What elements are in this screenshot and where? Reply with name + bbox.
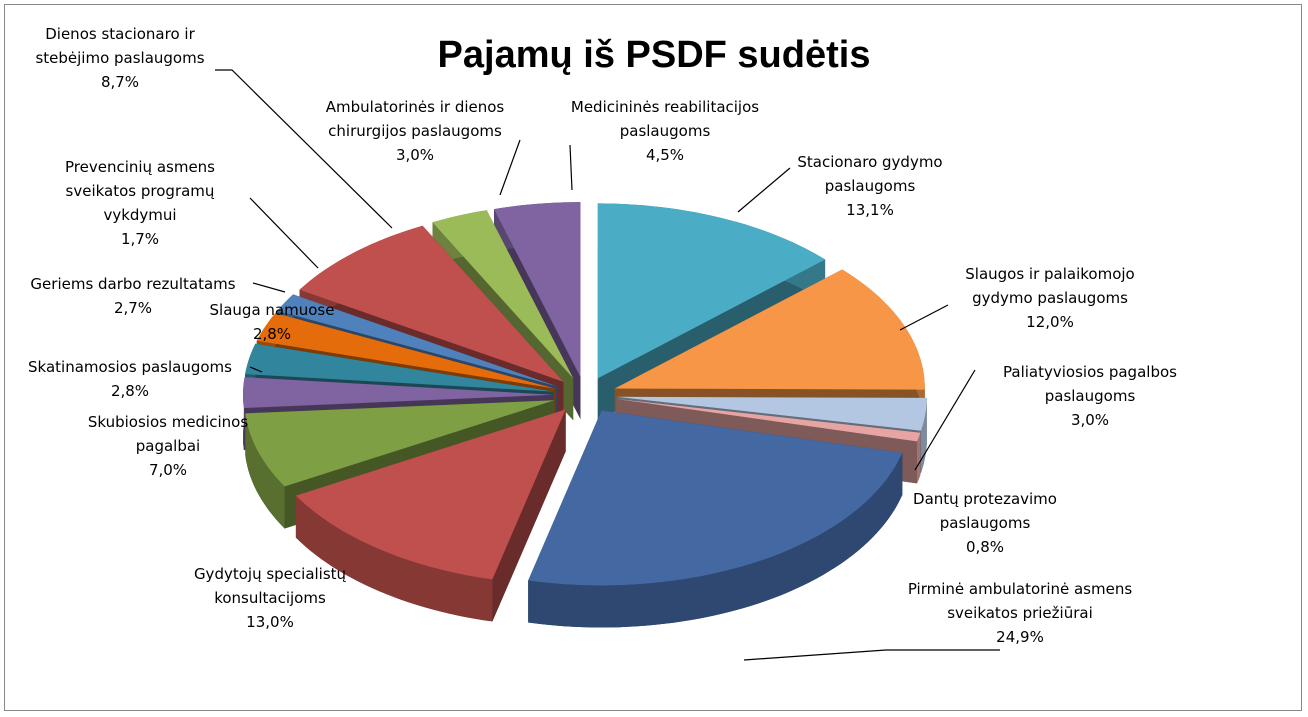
label-value: 7,0% <box>148 461 188 479</box>
label-category: Gydytojų specialistų konsultacijoms <box>193 565 347 607</box>
label-value: 24,9% <box>996 628 1044 646</box>
slice-wall <box>921 397 927 473</box>
data-label: Slaugos ir palaikomojo gydymo paslaugoms… <box>940 262 1160 334</box>
data-label: Medicininės reabilitacijos paslaugoms 4,5… <box>555 95 775 167</box>
label-category: Paliatyviosios pagalbos paslaugoms <box>1003 363 1177 405</box>
data-label: Ambulatorinės ir dienos chirurgijos pasl… <box>305 95 525 167</box>
slice <box>295 409 566 580</box>
data-label: Skatinamosios paslaugoms 2,8% <box>5 355 255 403</box>
slice <box>494 202 581 378</box>
label-value: 3,0% <box>1070 411 1110 429</box>
slice <box>432 210 574 379</box>
leader-line <box>737 167 791 213</box>
slice <box>614 269 925 390</box>
label-value: 4,5% <box>645 146 685 164</box>
label-category: Geriems darbo rezultatams <box>30 275 236 293</box>
data-label: Geriems darbo rezultatams 2,7% <box>3 272 263 320</box>
slice <box>245 400 555 487</box>
leader-line <box>215 69 393 229</box>
slice <box>597 203 826 379</box>
leader-line <box>249 197 319 269</box>
label-category: Skatinamosios paslaugoms <box>28 358 232 376</box>
label-category: Slaugos ir palaikomojo gydymo paslaugoms <box>965 265 1135 307</box>
label-category: Slauga namuose <box>209 301 335 319</box>
label-value: 12,0% <box>1026 313 1074 331</box>
data-label: Paliatyviosios pagalbos paslaugoms 3,0% <box>975 360 1205 432</box>
label-category: Skubiosios medicinos pagalbai <box>87 413 249 455</box>
label-value: 0,8% <box>965 538 1005 556</box>
label-value: 2,8% <box>252 325 292 343</box>
leader-line <box>914 369 976 471</box>
leader-line <box>899 304 949 331</box>
label-category: Medicininės reabilitacijos paslaugoms <box>570 98 760 140</box>
label-category: Dienos stacionaro ir stebėjimo paslaugom… <box>35 25 205 67</box>
data-label: Prevencinių asmens sveikatos programų vy… <box>40 155 240 251</box>
leader-line <box>499 139 521 196</box>
label-category: Pirminė ambulatorinė asmens sveikatos pr… <box>907 580 1133 622</box>
data-label: Dienos stacionaro ir stebėjimo paslaugom… <box>20 22 220 94</box>
slice <box>528 410 903 586</box>
slice <box>245 343 554 392</box>
label-category: Prevencinių asmens sveikatos programų vy… <box>65 158 215 224</box>
label-value: 2,8% <box>110 382 150 400</box>
chart-title: Pajamų iš PSDF sudėtis <box>437 34 871 76</box>
slice-wall <box>528 452 903 628</box>
chart-frame <box>4 4 1302 711</box>
label-category: Dantų protezavimo paslaugoms <box>913 490 1057 532</box>
leader-line <box>252 282 286 293</box>
leader-line <box>743 649 1000 661</box>
leader-line <box>249 366 263 373</box>
data-label: Pirminė ambulatorinė asmens sveikatos pr… <box>890 577 1150 649</box>
slice <box>616 398 921 442</box>
data-label: Stacionaro gydymo paslaugoms 13,1% <box>770 150 970 222</box>
slice <box>243 377 553 408</box>
data-label: Gydytojų specialistų konsultacijoms 13,0% <box>160 562 380 634</box>
slice <box>277 294 557 387</box>
label-category: Ambulatorinės ir dienos chirurgijos pasl… <box>325 98 505 140</box>
data-label: Slauga namuose 2,8% <box>192 298 352 346</box>
data-label: Skubiosios medicinos pagalbai 7,0% <box>63 410 273 482</box>
slice-wall <box>917 432 921 484</box>
label-category: Stacionaro gydymo paslaugoms <box>797 153 943 195</box>
slice <box>616 396 927 431</box>
slice <box>299 225 564 382</box>
slice-wall <box>295 495 493 622</box>
label-value: 8,7% <box>100 73 140 91</box>
slice-wall <box>245 413 285 529</box>
label-value: 3,0% <box>395 146 435 164</box>
label-value: 1,7% <box>120 230 160 248</box>
label-value: 13,1% <box>846 201 894 219</box>
slice <box>256 313 556 389</box>
data-label: Dantų protezavimo paslaugoms 0,8% <box>895 487 1075 559</box>
label-value: 13,0% <box>246 613 294 631</box>
slice-edge <box>492 409 566 622</box>
leader-line <box>569 144 573 191</box>
label-value: 2,7% <box>113 299 153 317</box>
